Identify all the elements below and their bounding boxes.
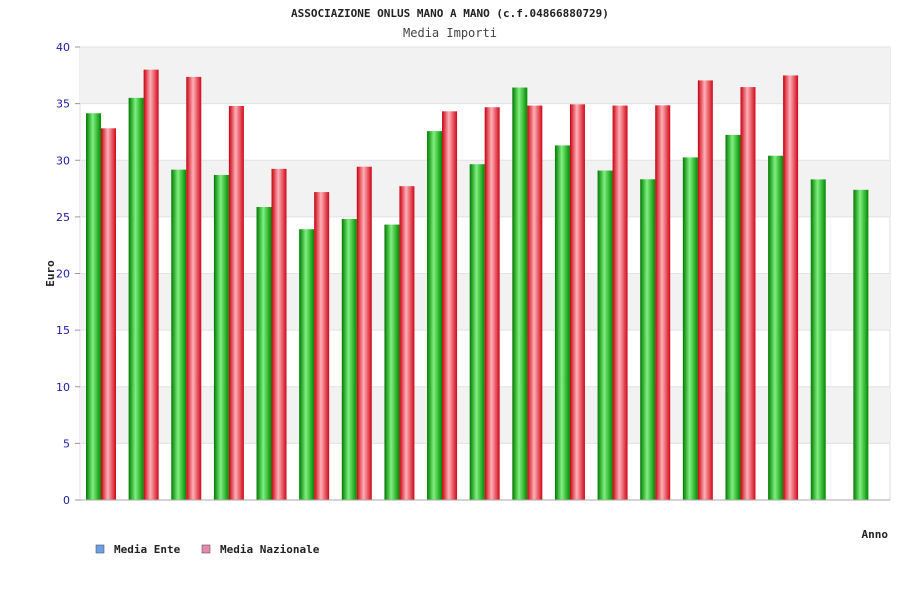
bar-media-ente bbox=[128, 97, 144, 501]
y-tick-label: 35 bbox=[56, 98, 70, 111]
bar-media-ente bbox=[341, 219, 357, 501]
bar-media-nazionale bbox=[740, 87, 756, 500]
y-tick-label: 5 bbox=[63, 437, 70, 450]
bar-media-nazionale bbox=[527, 105, 543, 501]
y-tick-label: 10 bbox=[56, 381, 70, 394]
bar-media-nazionale bbox=[228, 106, 244, 501]
bar-media-ente bbox=[256, 207, 272, 500]
bar-media-nazionale bbox=[569, 104, 585, 500]
bar-media-ente bbox=[213, 174, 229, 500]
bar-media-nazionale bbox=[143, 69, 159, 501]
grid-band bbox=[80, 47, 890, 104]
bar-media-nazionale bbox=[271, 168, 287, 500]
bar-media-ente bbox=[427, 131, 443, 500]
bar-media-nazionale bbox=[101, 128, 116, 500]
legend-label: Media Ente bbox=[114, 543, 181, 556]
bar-media-ente bbox=[554, 145, 570, 500]
bar-media-ente bbox=[384, 224, 400, 501]
bar-media-ente bbox=[171, 169, 187, 500]
bar-media-ente bbox=[853, 189, 869, 501]
bar-media-ente bbox=[810, 179, 826, 500]
bar-media-nazionale bbox=[442, 111, 458, 501]
bar-media-nazionale bbox=[399, 186, 415, 500]
chart-subtitle: Media Importi bbox=[403, 26, 497, 40]
bar-media-ente bbox=[469, 164, 485, 500]
bar-media-nazionale bbox=[697, 80, 713, 500]
bar-media-nazionale bbox=[655, 105, 671, 500]
y-tick-label: 15 bbox=[56, 324, 70, 337]
bar-media-ente bbox=[725, 134, 741, 500]
bar-media-ente bbox=[768, 155, 784, 500]
legend-label: Media Nazionale bbox=[220, 543, 320, 556]
y-axis-label: Euro bbox=[44, 260, 57, 287]
bar-media-ente bbox=[86, 113, 101, 500]
bar-media-ente bbox=[512, 87, 528, 500]
bar-media-nazionale bbox=[314, 192, 330, 501]
x-axis-label: Anno bbox=[862, 528, 889, 541]
y-tick-label: 20 bbox=[56, 268, 70, 281]
bar-media-nazionale bbox=[186, 76, 202, 500]
bar-media-nazionale bbox=[612, 105, 628, 501]
y-tick-label: 0 bbox=[63, 494, 70, 507]
bar-media-ente bbox=[682, 157, 698, 500]
chart-title: ASSOCIAZIONE ONLUS MANO A MANO (c.f.0486… bbox=[291, 7, 609, 20]
y-tick-label: 30 bbox=[56, 154, 70, 167]
bar-media-ente bbox=[597, 170, 613, 500]
legend-swatch-media-ente bbox=[95, 544, 105, 554]
y-tick-label: 40 bbox=[56, 41, 70, 54]
bar-media-ente bbox=[299, 229, 315, 501]
legend-swatch-media-nazionale bbox=[201, 544, 211, 554]
bar-media-nazionale bbox=[783, 75, 799, 500]
bar-media-nazionale bbox=[484, 107, 500, 501]
bar-media-nazionale bbox=[356, 166, 372, 500]
y-tick-label: 25 bbox=[56, 211, 70, 224]
bar-media-ente bbox=[640, 179, 656, 500]
